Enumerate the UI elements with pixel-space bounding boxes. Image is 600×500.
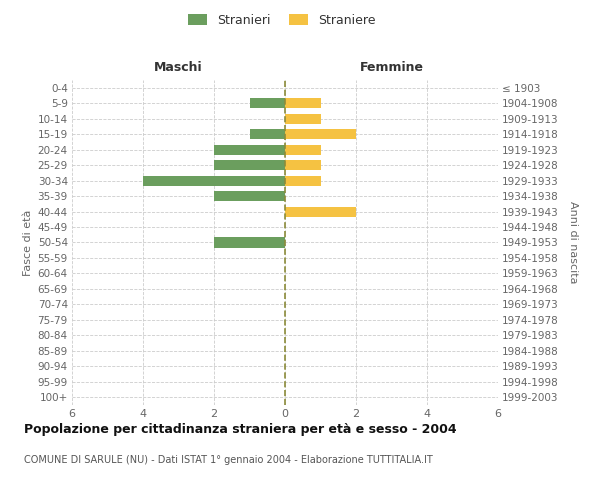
Bar	[250, 129, 285, 139]
Bar	[214, 160, 285, 170]
Text: Femmine: Femmine	[359, 61, 424, 74]
Bar	[285, 114, 320, 124]
Bar	[285, 129, 356, 139]
Bar	[143, 176, 285, 186]
Y-axis label: Fasce di età: Fasce di età	[23, 210, 34, 276]
Bar	[285, 176, 320, 186]
Bar	[285, 98, 320, 108]
Text: Popolazione per cittadinanza straniera per età e sesso - 2004: Popolazione per cittadinanza straniera p…	[24, 422, 457, 436]
Bar	[250, 98, 285, 108]
Legend: Stranieri, Straniere: Stranieri, Straniere	[184, 8, 380, 32]
Text: COMUNE DI SARULE (NU) - Dati ISTAT 1° gennaio 2004 - Elaborazione TUTTITALIA.IT: COMUNE DI SARULE (NU) - Dati ISTAT 1° ge…	[24, 455, 433, 465]
Bar	[285, 206, 356, 216]
Bar	[214, 238, 285, 248]
Y-axis label: Anni di nascita: Anni di nascita	[568, 201, 578, 284]
Bar	[214, 144, 285, 154]
Text: Maschi: Maschi	[154, 61, 203, 74]
Bar	[285, 144, 320, 154]
Bar	[214, 191, 285, 201]
Bar	[285, 160, 320, 170]
